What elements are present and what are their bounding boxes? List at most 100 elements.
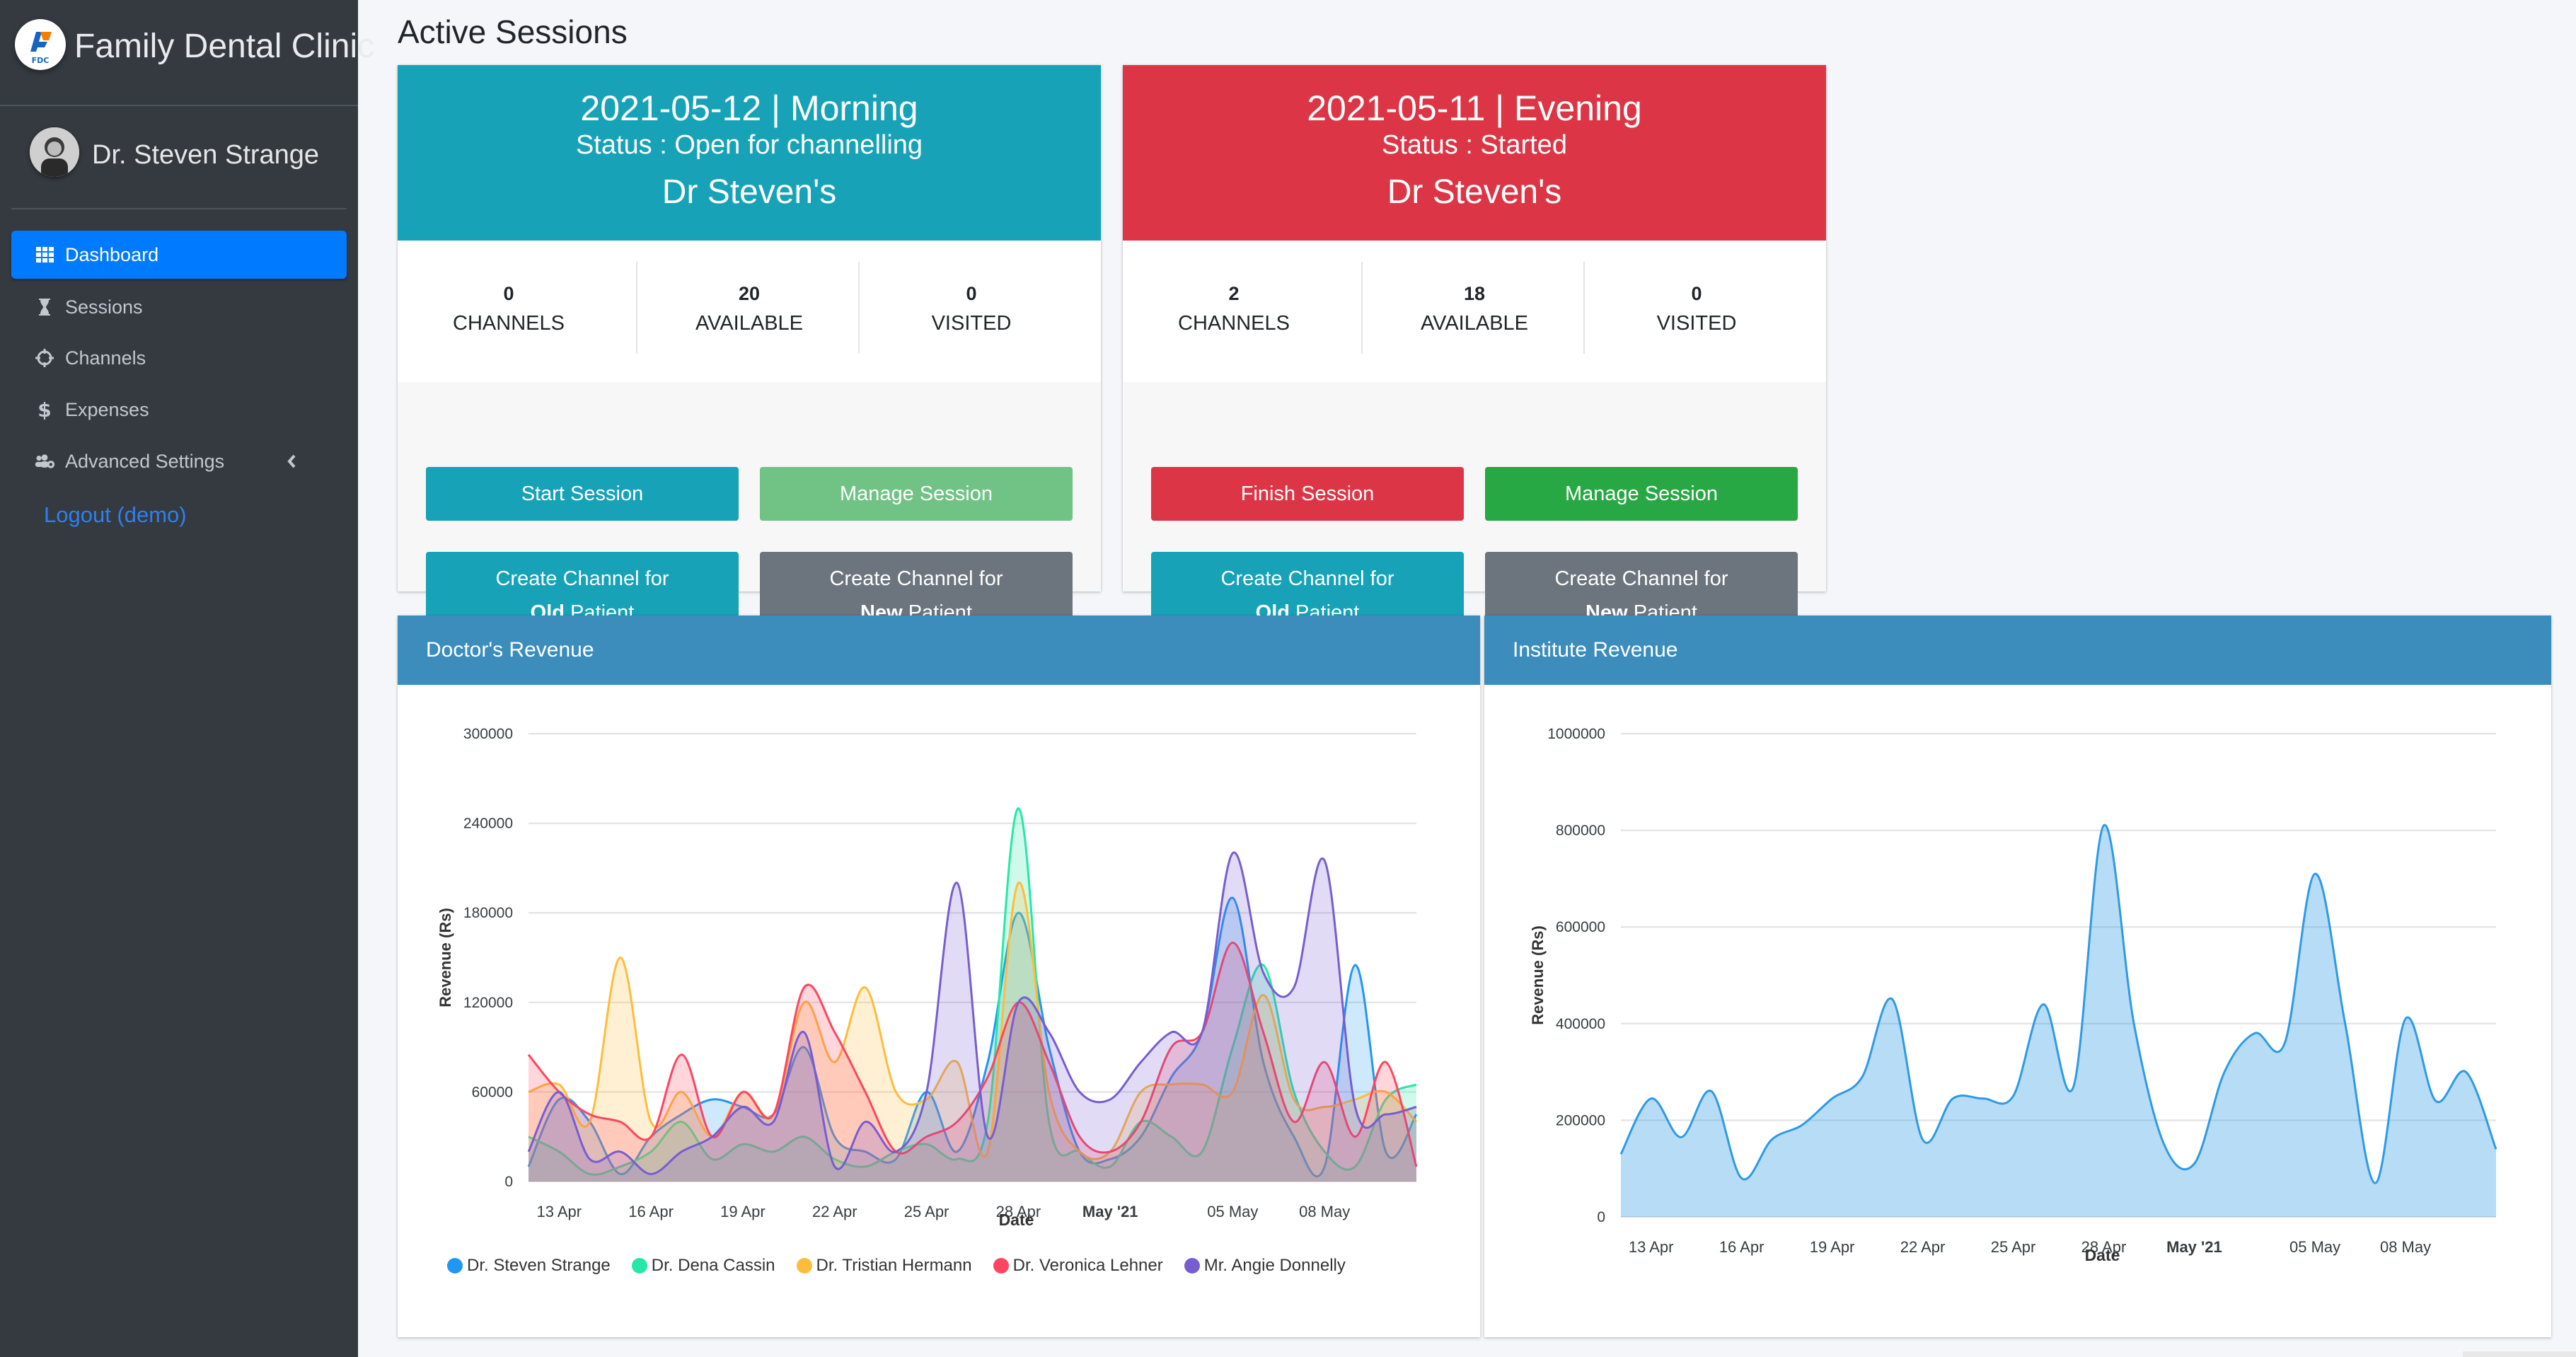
x-tick-label: 28 Apr [996, 1203, 1041, 1220]
users-gear-icon [34, 451, 55, 472]
x-tick-label: 22 Apr [812, 1203, 857, 1220]
stat-value: 20 [738, 283, 761, 304]
brand[interactable]: FDC Family Dental Clinic [0, 0, 374, 106]
series-line [527, 941, 1418, 1167]
y-tick-label: 0 [1597, 1209, 1605, 1225]
y-tick-label: 600000 [1556, 919, 1605, 935]
stat-label: VISITED [1656, 312, 1737, 335]
session-card: 2021-05-11 | Evening Status : Started Dr… [1123, 65, 1826, 640]
series-area [529, 942, 1416, 1182]
y-axis-label: Revenue (Rs) [1529, 925, 1547, 1025]
stat-visited: 0 VISITED [860, 262, 1082, 354]
x-tick-label: 16 Apr [628, 1203, 674, 1220]
institute-revenue-chart[interactable]: 0 200000 400000 600000 800000 1000000 13 Apr 16… [1484, 685, 2551, 1337]
x-tick-label: May '21 [2166, 1238, 2222, 1256]
series-line [528, 807, 1417, 1176]
avatar[interactable] [30, 127, 79, 177]
session-header: 2021-05-12 | Morning Status : Open for c… [398, 65, 1101, 241]
stat-available: 18 AVAILABLE [1363, 262, 1586, 354]
stat-value: 18 [1463, 283, 1486, 304]
hourglass-icon [34, 296, 55, 318]
manage-session-button[interactable]: Manage Session [1485, 467, 1798, 521]
x-tick-label: 05 May [1207, 1203, 1258, 1220]
y-tick-label: 180000 [463, 905, 513, 921]
manage-session-button[interactable]: Manage Session [760, 467, 1073, 521]
legend-label: Dr. Dena Cassin [651, 1256, 775, 1275]
grid-icon [34, 244, 55, 265]
divider [1361, 262, 1363, 354]
sidebar-item-label: Expenses [65, 398, 149, 420]
x-tick-label: 19 Apr [1810, 1238, 1855, 1256]
user-name[interactable]: Dr. Steven Strange [92, 140, 320, 170]
doctors-revenue-chart[interactable]: 0 60000 120000 180000 240000 300000 13 Apr 16 A… [398, 685, 1480, 1337]
stat-label: VISITED [931, 312, 1012, 335]
legend-marker-icon [796, 1258, 812, 1274]
sidebar-item-dashboard[interactable]: Dashboard [11, 231, 347, 279]
svg-text:FDC: FDC [32, 56, 50, 65]
stat-available: 20 AVAILABLE [638, 262, 860, 354]
session-doctor: Dr Steven's [1387, 173, 1562, 211]
legend-marker-icon [631, 1258, 647, 1274]
x-axis-label: Date [999, 1211, 1034, 1229]
clinic-logo-icon: FDC [15, 19, 66, 70]
x-tick-label: May '21 [1082, 1203, 1138, 1220]
sidebar-item-expenses[interactable]: $ Expenses [11, 386, 347, 434]
finish-session-button[interactable]: Finish Session [1151, 467, 1464, 521]
logout-link[interactable]: Logout (demo) [44, 502, 187, 527]
x-tick-label: 25 Apr [1991, 1238, 2036, 1256]
sidebar-item-label: Channels [65, 347, 146, 369]
stat-channels: 2 CHANNELS [1123, 262, 1345, 354]
x-axis-label: Date [2085, 1246, 2120, 1264]
divider [858, 262, 860, 354]
x-tick-label: 05 May [2289, 1238, 2340, 1256]
scrollbar[interactable] [2463, 1351, 2576, 1357]
x-tick-label: 25 Apr [904, 1203, 949, 1220]
start-session-button[interactable]: Start Session [426, 467, 739, 521]
sidebar-item-sessions[interactable]: Sessions [11, 283, 347, 331]
legend-label: Dr. Tristian Hermann [816, 1256, 972, 1275]
legend-item[interactable]: Dr. Steven Strange [447, 1256, 611, 1276]
button-label: Create Channel for [1220, 567, 1394, 590]
institute-revenue-card: Institute Revenue 0 200000 400000 600000 800… [1484, 616, 2551, 1337]
sidebar-item-label: Advanced Settings [65, 450, 225, 472]
sidebar-item-label: Dashboard [65, 243, 159, 265]
session-date-slot: 2021-05-12 | Morning [580, 88, 918, 128]
stat-value: 0 [503, 283, 514, 304]
session-header: 2021-05-11 | Evening Status : Started Dr… [1123, 65, 1826, 241]
y-tick-label: 0 [504, 1174, 513, 1190]
x-tick-label: 08 May [2380, 1238, 2431, 1256]
x-tick-label: 19 Apr [720, 1203, 766, 1220]
brand-name: Family Dental Clinic [74, 28, 375, 65]
sidebar-item-advanced-settings[interactable]: Advanced Settings [11, 437, 347, 485]
sidebar-item-channels[interactable]: Channels [11, 334, 347, 382]
stat-value: 0 [966, 283, 977, 304]
x-tick-label: 28 Apr [2081, 1238, 2127, 1256]
chart-title: Institute Revenue [1484, 616, 2551, 685]
button-label: Create Channel for [829, 567, 1003, 590]
stat-label: CHANNELS [1178, 312, 1290, 335]
stat-label: AVAILABLE [695, 312, 804, 335]
session-doctor: Dr Steven's [662, 173, 837, 211]
legend-item[interactable]: Mr. Angie Donnelly [1184, 1256, 1346, 1276]
dollar-icon: $ [34, 399, 55, 420]
y-tick-label: 240000 [463, 816, 513, 832]
chart-title: Doctor's Revenue [398, 616, 1480, 685]
button-label: Start Session [521, 483, 644, 505]
legend-item[interactable]: Dr. Veronica Lehner [993, 1256, 1163, 1276]
stat-value: 2 [1228, 283, 1240, 304]
y-tick-label: 200000 [1556, 1112, 1605, 1128]
page-title: Active Sessions [398, 13, 628, 50]
legend-item[interactable]: Dr. Tristian Hermann [796, 1256, 972, 1276]
series-line [527, 896, 1418, 1178]
sidebar-item-label: Sessions [65, 296, 143, 318]
y-tick-label: 400000 [1556, 1016, 1605, 1032]
legend-label: Dr. Steven Strange [467, 1256, 611, 1275]
button-label: Create Channel for [1554, 567, 1728, 590]
y-tick-label: 800000 [1556, 823, 1605, 839]
legend-item[interactable]: Dr. Dena Cassin [631, 1256, 775, 1276]
session-stats: 0 CHANNELS 20 AVAILABLE 0 VISITED [398, 241, 1101, 382]
stat-value: 0 [1691, 283, 1702, 304]
user-panel[interactable]: Dr. Steven Strange [11, 106, 347, 209]
stat-label: AVAILABLE [1420, 312, 1529, 335]
session-date-slot: 2021-05-11 | Evening [1307, 88, 1642, 128]
